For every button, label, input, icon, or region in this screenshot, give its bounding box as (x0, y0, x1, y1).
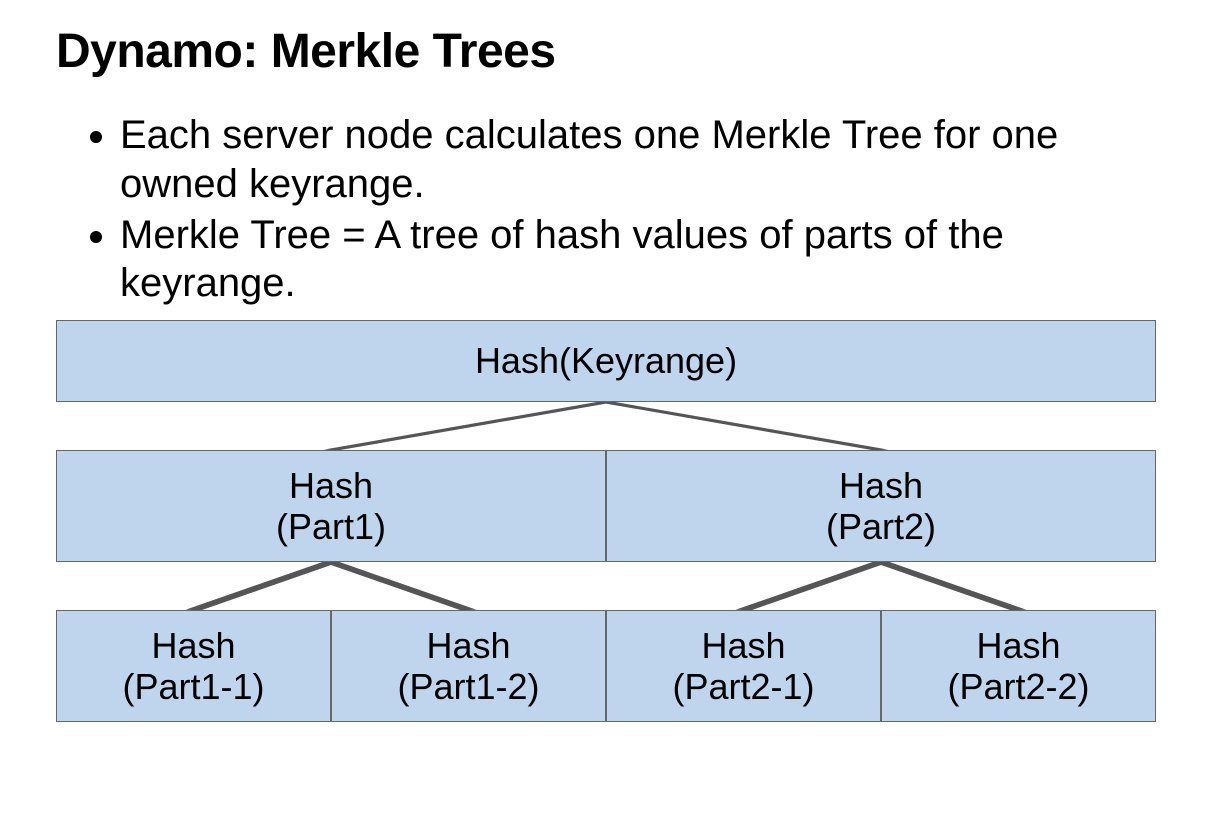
tree-node-part1-2: Hash (Part1-2) (331, 610, 606, 722)
edge (744, 562, 882, 610)
node-label-line2: (Part2) (826, 506, 936, 547)
node-label-line1: Hash (976, 625, 1060, 666)
tree-node-part2-2: Hash (Part2-2) (881, 610, 1156, 722)
bullet-list: Each server node calculates one Merkle T… (56, 111, 1162, 308)
tree-node-root: Hash(Keyrange) (56, 320, 1156, 402)
node-label-line1: Hash (839, 465, 923, 506)
edge (331, 562, 469, 610)
node-label-line1: Hash (151, 625, 235, 666)
node-label-line1: Hash (426, 625, 510, 666)
tree-row-1: Hash (Part1) Hash (Part2) (56, 450, 1156, 562)
edge (331, 402, 606, 450)
node-label-line2: (Part2-1) (672, 666, 814, 707)
slide: Dynamo: Merkle Trees Each server node ca… (0, 0, 1218, 762)
tree-node-part1-1: Hash (Part1-1) (56, 610, 331, 722)
tree-node-part1: Hash (Part1) (56, 450, 606, 562)
bullet-item: Merkle Tree = A tree of hash values of p… (120, 211, 1162, 309)
node-label-line1: Hash (289, 465, 373, 506)
tree-node-part2-1: Hash (Part2-1) (606, 610, 881, 722)
edge (881, 562, 1019, 610)
node-label: Hash(Keyrange) (475, 340, 737, 381)
tree-row-0: Hash(Keyrange) (56, 320, 1156, 402)
tree-connector-1 (56, 562, 1156, 610)
edge (194, 562, 332, 610)
node-label-line2: (Part1-2) (397, 666, 539, 707)
node-label-line2: (Part1-1) (122, 666, 264, 707)
tree-row-2: Hash (Part1-1) Hash (Part1-2) Hash (Part… (56, 610, 1156, 722)
edge (606, 402, 881, 450)
bullet-item: Each server node calculates one Merkle T… (120, 111, 1162, 209)
merkle-tree-diagram: Hash(Keyrange) Hash (Part1) Hash (Part2) (56, 320, 1156, 722)
tree-node-part2: Hash (Part2) (606, 450, 1156, 562)
slide-title: Dynamo: Merkle Trees (56, 24, 1162, 79)
node-label-line2: (Part1) (276, 506, 386, 547)
node-label-line1: Hash (701, 625, 785, 666)
tree-connector-0 (56, 402, 1156, 450)
node-label-line2: (Part2-2) (947, 666, 1089, 707)
